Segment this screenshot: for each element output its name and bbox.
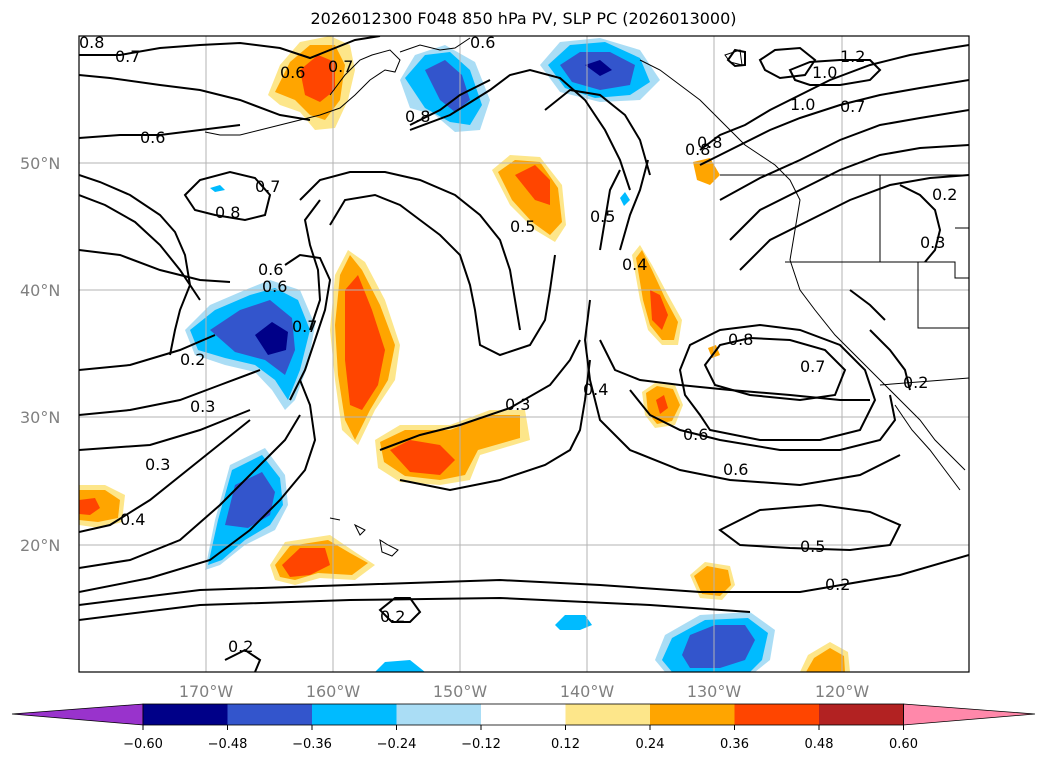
pv-negative-anomaly — [375, 660, 425, 672]
contour-label: 0.8 — [697, 133, 722, 152]
lat-label: 50°N — [20, 154, 60, 173]
contour-label: 0.6 — [723, 460, 748, 479]
pv-positive-anomaly — [79, 498, 100, 515]
colorbar-tick-label: 0.24 — [636, 737, 665, 752]
colorbar-segment — [312, 704, 397, 725]
colorbar-segment — [650, 704, 735, 725]
pv-positive-anomaly — [693, 158, 720, 185]
contour-label: 0.4 — [120, 510, 145, 529]
contour-label: 0.8 — [405, 107, 430, 126]
lat-labels: 50°N 40°N 30°N 20°N — [20, 154, 60, 555]
map-title: 2026012300 F048 850 hPa PV, SLP PC (2026… — [310, 9, 737, 28]
pv-negative-anomaly — [210, 185, 225, 192]
contour-labels: 0.8 0.7 0.6 0.6 0.7 0.6 0.8 1.2 1.0 1.0 … — [79, 33, 957, 656]
contour-label: 0.2 — [903, 373, 928, 392]
contour-label: 0.5 — [590, 207, 615, 226]
colorbar-segment — [396, 704, 481, 725]
colorbar-segment — [227, 704, 312, 725]
pv-positive-anomaly — [282, 548, 330, 577]
contour-label: 1.2 — [840, 47, 865, 66]
colorbar-tick-label: −0.12 — [461, 737, 501, 752]
colorbar-segment — [565, 704, 650, 725]
colorbar-segment — [481, 704, 566, 725]
contour-label: 0.2 — [825, 575, 850, 594]
contour-label: 0.2 — [228, 637, 253, 656]
pv-negative-anomaly — [682, 625, 755, 668]
colorbar-extend-low — [11, 703, 144, 726]
contour-label: 0.3 — [505, 395, 530, 414]
contour-label: 0.7 — [840, 97, 865, 116]
contour-label: 0.7 — [115, 47, 140, 66]
contour-label: 0.5 — [510, 217, 535, 236]
contour-label: 0.4 — [583, 380, 608, 399]
lat-label: 30°N — [20, 408, 60, 427]
colorbar-extend-high — [903, 703, 1036, 726]
contour-label: 0.8 — [215, 203, 240, 222]
lon-label: 170°W — [179, 682, 234, 701]
pv-negative-anomaly — [620, 192, 630, 206]
colorbar-tick-label: 0.12 — [551, 737, 580, 752]
pv-negative-anomaly — [255, 322, 288, 355]
contour-label: 1.0 — [812, 63, 837, 82]
pv-positive-anomaly — [694, 566, 731, 596]
contour-label: 0.6 — [140, 128, 165, 147]
contour-label: 0.7 — [255, 177, 280, 196]
lon-labels: 170°W 160°W 150°W 140°W 130°W 120°W — [179, 682, 870, 701]
contour-label: 0.8 — [79, 33, 104, 52]
contour-label: 0.4 — [622, 255, 647, 274]
pv-negative-anomaly — [425, 60, 470, 112]
contour-label: 0.8 — [685, 140, 710, 159]
lon-label: 130°W — [687, 682, 742, 701]
contour-label: 0.6 — [683, 425, 708, 444]
pv-positive-anomaly — [300, 55, 335, 102]
plot-area: 0.8 0.7 0.6 0.6 0.7 0.6 0.8 1.2 1.0 1.0 … — [79, 33, 969, 672]
contour-label: 0.5 — [800, 537, 825, 556]
colorbar-tick-label: 0.36 — [720, 737, 749, 752]
contour-label: 0.7 — [800, 357, 825, 376]
colorbar-tick-label: −0.24 — [377, 737, 417, 752]
colorbar-tick-label: −0.60 — [123, 737, 163, 752]
pv-positive-anomaly — [806, 648, 845, 672]
contour-label: 0.2 — [380, 607, 405, 626]
lon-label: 150°W — [433, 682, 488, 701]
contour-label: 0.6 — [470, 33, 495, 52]
pv-negative-anomaly — [210, 300, 295, 375]
pv-positive-anomaly — [650, 290, 668, 330]
colorbar-segment — [143, 704, 228, 725]
lon-label: 160°W — [306, 682, 361, 701]
pv-negative-anomaly — [555, 615, 592, 630]
contour-label: 0.6 — [258, 260, 283, 279]
colorbar-segment — [734, 704, 819, 725]
contour-label: 0.3 — [190, 397, 215, 416]
contour-label: 0.2 — [932, 185, 957, 204]
contour-label: 0.2 — [180, 350, 205, 369]
pv-negative-anomaly — [225, 472, 275, 528]
pv-positive-anomaly — [656, 395, 668, 414]
contour-label: 0.6 — [262, 277, 287, 296]
contour-label: 0.8 — [728, 330, 753, 349]
colorbar-segment — [819, 704, 904, 725]
plot-border — [78, 35, 970, 673]
colorbar-tick-label: −0.36 — [292, 737, 332, 752]
colorbar: −0.60 −0.48 −0.36 −0.24 −0.12 0.12 0.24 … — [11, 703, 1036, 752]
lat-label: 20°N — [20, 536, 60, 555]
contour-label: 0.7 — [328, 57, 353, 76]
colorbar-tick-label: 0.48 — [805, 737, 834, 752]
pv-negative-anomaly — [585, 60, 612, 76]
contour-label: 0.7 — [292, 317, 317, 336]
pv-positive-anomaly — [345, 275, 385, 410]
contour-label: 1.0 — [790, 95, 815, 114]
contour-label: 0.3 — [920, 233, 945, 252]
pv-positive-anomaly — [515, 165, 550, 205]
lon-label: 140°W — [560, 682, 615, 701]
lon-label: 120°W — [815, 682, 870, 701]
lat-label: 40°N — [20, 281, 60, 300]
contour-label: 0.6 — [280, 63, 305, 82]
colorbar-tick-label: 0.60 — [889, 737, 918, 752]
contour-label: 0.3 — [145, 455, 170, 474]
pv-positive-anomaly — [390, 440, 455, 475]
slp-contours — [79, 36, 969, 672]
colorbar-tick-label: −0.48 — [208, 737, 248, 752]
